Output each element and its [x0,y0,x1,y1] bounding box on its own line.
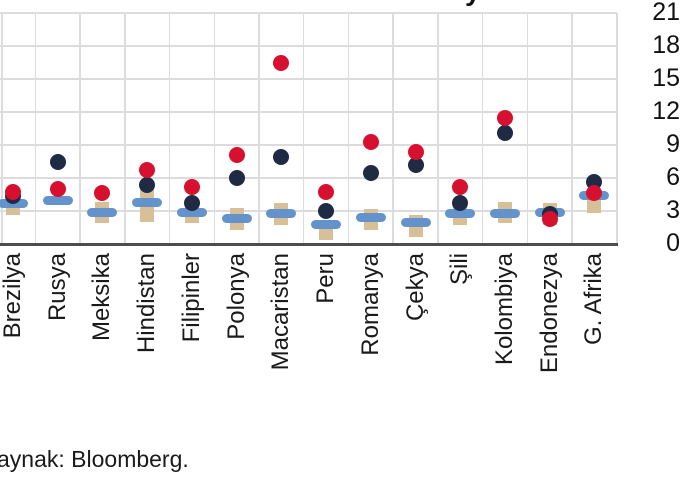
blue-dash-marker [42,195,73,205]
blue-dash-marker [221,214,252,224]
blue-dash-marker [355,213,386,223]
y-tick-label: 21 [652,0,680,26]
gridline-horizontal [0,177,617,179]
blue-dash-marker [445,208,476,218]
navy-dot-marker [362,164,379,181]
gridline-vertical [258,13,260,244]
gridline-vertical [1,13,3,244]
y-tick-label: 12 [652,97,680,125]
gridline-vertical [34,13,37,244]
x-tick-label: Filipinler [177,253,205,343]
blue-dash-marker [489,208,520,218]
x-tick-label: Meksika [88,253,116,342]
red-dot-marker [362,133,379,150]
gridline-horizontal [0,12,617,14]
y-tick-label: 15 [652,64,680,92]
red-dot-marker [228,146,245,163]
navy-dot-marker [183,195,200,212]
red-dot-marker [318,184,335,201]
x-tick-label: Romanya [356,253,384,356]
navy-dot-marker [452,195,469,212]
x-tick-label: Rusya [43,253,71,322]
gridline-vertical [437,13,439,244]
x-tick-label: Hindistan [133,253,161,354]
y-tick-label: 0 [666,229,680,257]
x-tick-label: Endonezya [535,253,563,374]
y-tick-label: 9 [666,130,680,158]
gridline-vertical [347,13,350,244]
gridline-vertical [481,13,484,244]
source-note: aynak: Bloomberg. [0,446,189,472]
red-dot-marker [273,54,290,71]
tan-range-bar-marker [587,197,602,214]
red-dot-marker [94,185,111,202]
gridline-horizontal [0,144,617,146]
red-dot-marker [183,178,200,195]
x-tick-label: Brezilya [0,253,26,339]
gridline-vertical [526,13,529,244]
gridline-vertical [124,13,126,244]
x-tick-label: Şili [446,253,474,286]
red-dot-marker [541,210,558,227]
gridline-vertical [392,13,394,244]
blue-dash-marker [87,207,118,217]
gridline-horizontal [0,111,617,113]
y-tick-label: 18 [652,31,680,59]
gridline-vertical [213,13,215,244]
x-tick-label: Çekya [401,253,429,322]
navy-dot-marker [318,203,335,219]
navy-dot-marker [407,156,424,173]
navy-dot-marker [228,170,245,186]
blue-dash-marker [132,197,163,207]
gridline-horizontal [0,45,617,47]
gridline-vertical [302,13,305,244]
gridline-vertical [168,13,171,244]
blue-dash-marker [311,219,342,229]
red-dot-marker [452,178,469,195]
x-tick-label: Macaristan [267,253,295,371]
red-dot-marker [139,162,156,179]
blue-dash-marker [400,217,431,227]
red-dot-marker [49,181,66,197]
y-tick-label: 3 [666,196,680,224]
red-dot-marker [496,109,513,126]
blue-dash-marker [176,207,207,217]
navy-dot-marker [139,176,156,193]
x-tick-label: G. Afrika [580,253,608,346]
blue-dash-marker [266,208,297,218]
red-dot-marker [5,184,21,201]
gridline-vertical [571,13,573,244]
x-tick-label: Kolombiya [490,253,518,366]
x-tick-label: Peru [312,253,340,304]
x-tick-label: Polonya [222,253,250,340]
title-letter-fragment: y [465,0,481,7]
x-axis-line [0,243,618,246]
y-tick-label: 6 [666,163,680,191]
navy-dot-marker [496,124,513,141]
red-dot-marker [586,185,603,202]
gridline-vertical [616,13,618,244]
navy-dot-marker [49,153,66,170]
gridline-vertical [79,13,81,244]
cropped-title-descender: y [461,0,495,8]
navy-dot-marker [273,149,290,166]
gridline-horizontal [0,78,617,80]
red-dot-marker [407,143,424,160]
gridline-horizontal [0,210,617,212]
